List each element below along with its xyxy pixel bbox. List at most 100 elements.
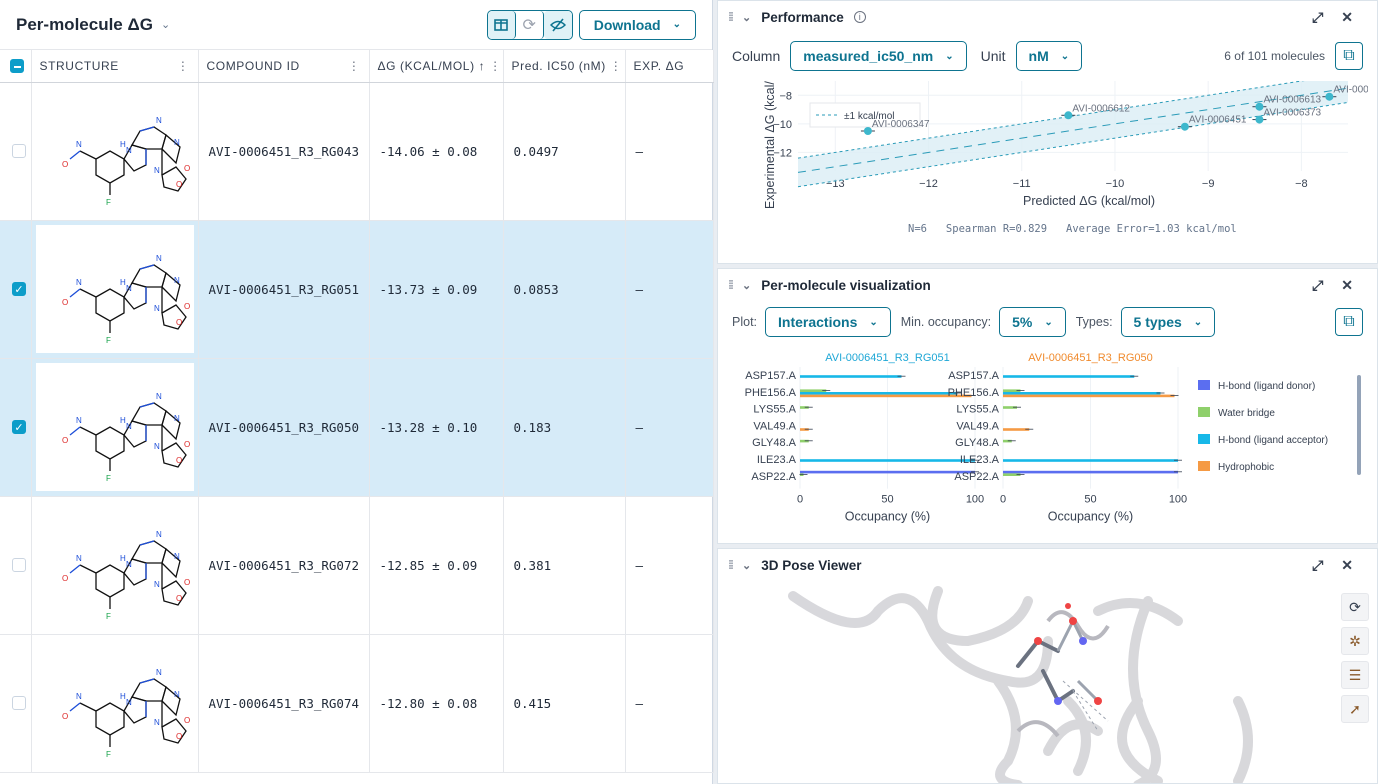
types-select[interactable]: 5 types ⌄ <box>1120 307 1216 337</box>
category-label: VAL49.A <box>753 420 796 432</box>
svg-text:O: O <box>176 318 182 327</box>
legend-label: Hydrophobic <box>1218 462 1274 473</box>
panel-title: Performance <box>761 9 844 25</box>
exp-dg-cell: – <box>625 358 714 497</box>
bar <box>800 392 958 395</box>
column-header-structure[interactable]: STRUCTURE ⋮ <box>31 50 199 83</box>
data-point <box>1255 102 1264 111</box>
close-icon[interactable]: ✕ <box>1341 276 1353 293</box>
header-label: Pred. IC50 (nM) <box>511 58 606 73</box>
copy-icon[interactable]: ⧉ <box>1335 42 1363 70</box>
chevron-down-icon[interactable]: ⌄ <box>742 11 752 24</box>
visualization-header: ⁞⁞ ⌄ Per-molecule visualization ⤢ ✕ <box>718 269 1377 301</box>
svg-text:F: F <box>106 474 111 483</box>
hide-icon[interactable] <box>543 10 572 39</box>
svg-text:N: N <box>154 166 160 175</box>
bar <box>1003 392 1161 395</box>
svg-text:F: F <box>106 612 111 621</box>
drag-handle-icon[interactable]: ⁞⁞ <box>728 278 734 292</box>
ic50-cell: 0.0497 <box>503 82 626 221</box>
close-icon[interactable]: ✕ <box>1341 8 1353 25</box>
close-icon[interactable]: ✕ <box>1341 556 1353 573</box>
column-header-dg[interactable]: ΔG (KCAL/MOL) ↑ ⋮ <box>369 50 504 83</box>
category-label: PHE156.A <box>948 387 1000 399</box>
chevron-down-icon[interactable]: ⌄ <box>742 559 752 572</box>
point-label: AVI-0006 <box>1333 85 1368 96</box>
svg-text:O: O <box>62 436 68 445</box>
drag-handle-icon[interactable]: ⁞⁞ <box>728 558 734 572</box>
header-label: EXP. ΔG <box>633 58 685 73</box>
column-menu-icon[interactable]: ⋮ <box>609 58 623 73</box>
plot-select[interactable]: Interactions ⌄ <box>765 307 891 337</box>
bar <box>1003 470 1178 474</box>
chevron-down-icon: ⌄ <box>1044 316 1053 328</box>
row-checkbox[interactable] <box>12 696 26 710</box>
dg-cell: -13.28 ± 0.10 <box>369 358 504 497</box>
select-all-checkbox[interactable] <box>10 58 24 73</box>
chevron-down-icon[interactable]: ⌄ <box>742 279 752 292</box>
rotate-icon[interactable]: ⟳ <box>1341 593 1369 621</box>
category-label: LYS55.A <box>753 404 796 416</box>
refresh-icon[interactable]: ⟳ <box>515 10 544 39</box>
svg-text:H: H <box>120 140 126 149</box>
unit-select[interactable]: nM ⌄ <box>1015 41 1083 71</box>
svg-text:O: O <box>62 298 68 307</box>
pointer-icon[interactable]: ➚ <box>1341 695 1369 723</box>
chevron-down-icon: ⌄ <box>672 19 681 30</box>
x-tick-label: 0 <box>797 494 803 506</box>
settings-sliders-icon[interactable]: ☰ <box>1341 661 1369 689</box>
header-label: ΔG (KCAL/MOL) ↑ <box>377 58 486 73</box>
columns-icon[interactable] <box>487 10 516 39</box>
column-header-compound[interactable]: COMPOUND ID ⋮ <box>198 50 370 83</box>
row-checkbox[interactable] <box>12 558 26 572</box>
x-tick-label: −8 <box>1295 178 1308 190</box>
row-checkbox[interactable]: ✓ <box>12 282 26 296</box>
bar <box>1003 394 1175 398</box>
row-checkbox[interactable] <box>12 144 26 158</box>
interactions-bar-charts: AVI-0006451_R3_RG051 0 50 100 ASP157.A PHE156… <box>745 352 1361 524</box>
x-tick-label: −10 <box>1106 178 1125 190</box>
x-axis-label: Occupancy (%) <box>845 510 930 524</box>
data-point <box>1255 115 1264 124</box>
column-header-ic50[interactable]: Pred. IC50 (nM) ⋮ <box>503 50 626 83</box>
bar <box>800 459 975 462</box>
expand-icon[interactable]: ⤢ <box>1312 8 1324 25</box>
svg-text:O: O <box>184 440 190 449</box>
drag-handle-icon[interactable]: ⁞⁞ <box>728 10 734 24</box>
legend-label: H-bond (ligand donor) <box>1218 381 1315 392</box>
expand-icon[interactable]: ⤢ <box>1312 276 1324 293</box>
x-axis-label: Occupancy (%) <box>1048 510 1133 524</box>
x-tick-label: −11 <box>1013 178 1031 190</box>
chevron-down-icon[interactable]: ⌄ <box>160 19 171 31</box>
protein-3d-canvas[interactable] <box>718 581 1378 784</box>
download-button[interactable]: Download ⌄ <box>578 9 696 40</box>
column-header-exp[interactable]: EXP. ΔG <box>625 50 714 83</box>
column-menu-icon[interactable]: ⋮ <box>489 58 502 73</box>
svg-text:N: N <box>126 422 132 431</box>
chevron-down-icon: ⌄ <box>1193 316 1203 328</box>
center-icon[interactable]: ✲ <box>1341 627 1369 655</box>
row-checkbox[interactable]: ✓ <box>12 420 26 434</box>
occupancy-select[interactable]: 5% ⌄ <box>999 307 1066 337</box>
y-axis-label: Experimental ΔG (kcal/mol) <box>763 81 777 209</box>
expand-icon[interactable]: ⤢ <box>1312 556 1324 573</box>
column-select[interactable]: measured_ic50_nm ⌄ <box>790 41 967 71</box>
bar <box>1003 439 1012 443</box>
svg-text:O: O <box>184 578 190 587</box>
info-icon[interactable]: i <box>853 11 866 23</box>
legend-label: Water bridge <box>1218 408 1275 419</box>
column-menu-icon[interactable]: ⋮ <box>347 58 361 73</box>
column-menu-icon[interactable]: ⋮ <box>176 58 190 73</box>
bar <box>800 406 809 409</box>
category-label: ILE23.A <box>757 454 797 466</box>
copy-icon[interactable]: ⧉ <box>1335 308 1363 336</box>
